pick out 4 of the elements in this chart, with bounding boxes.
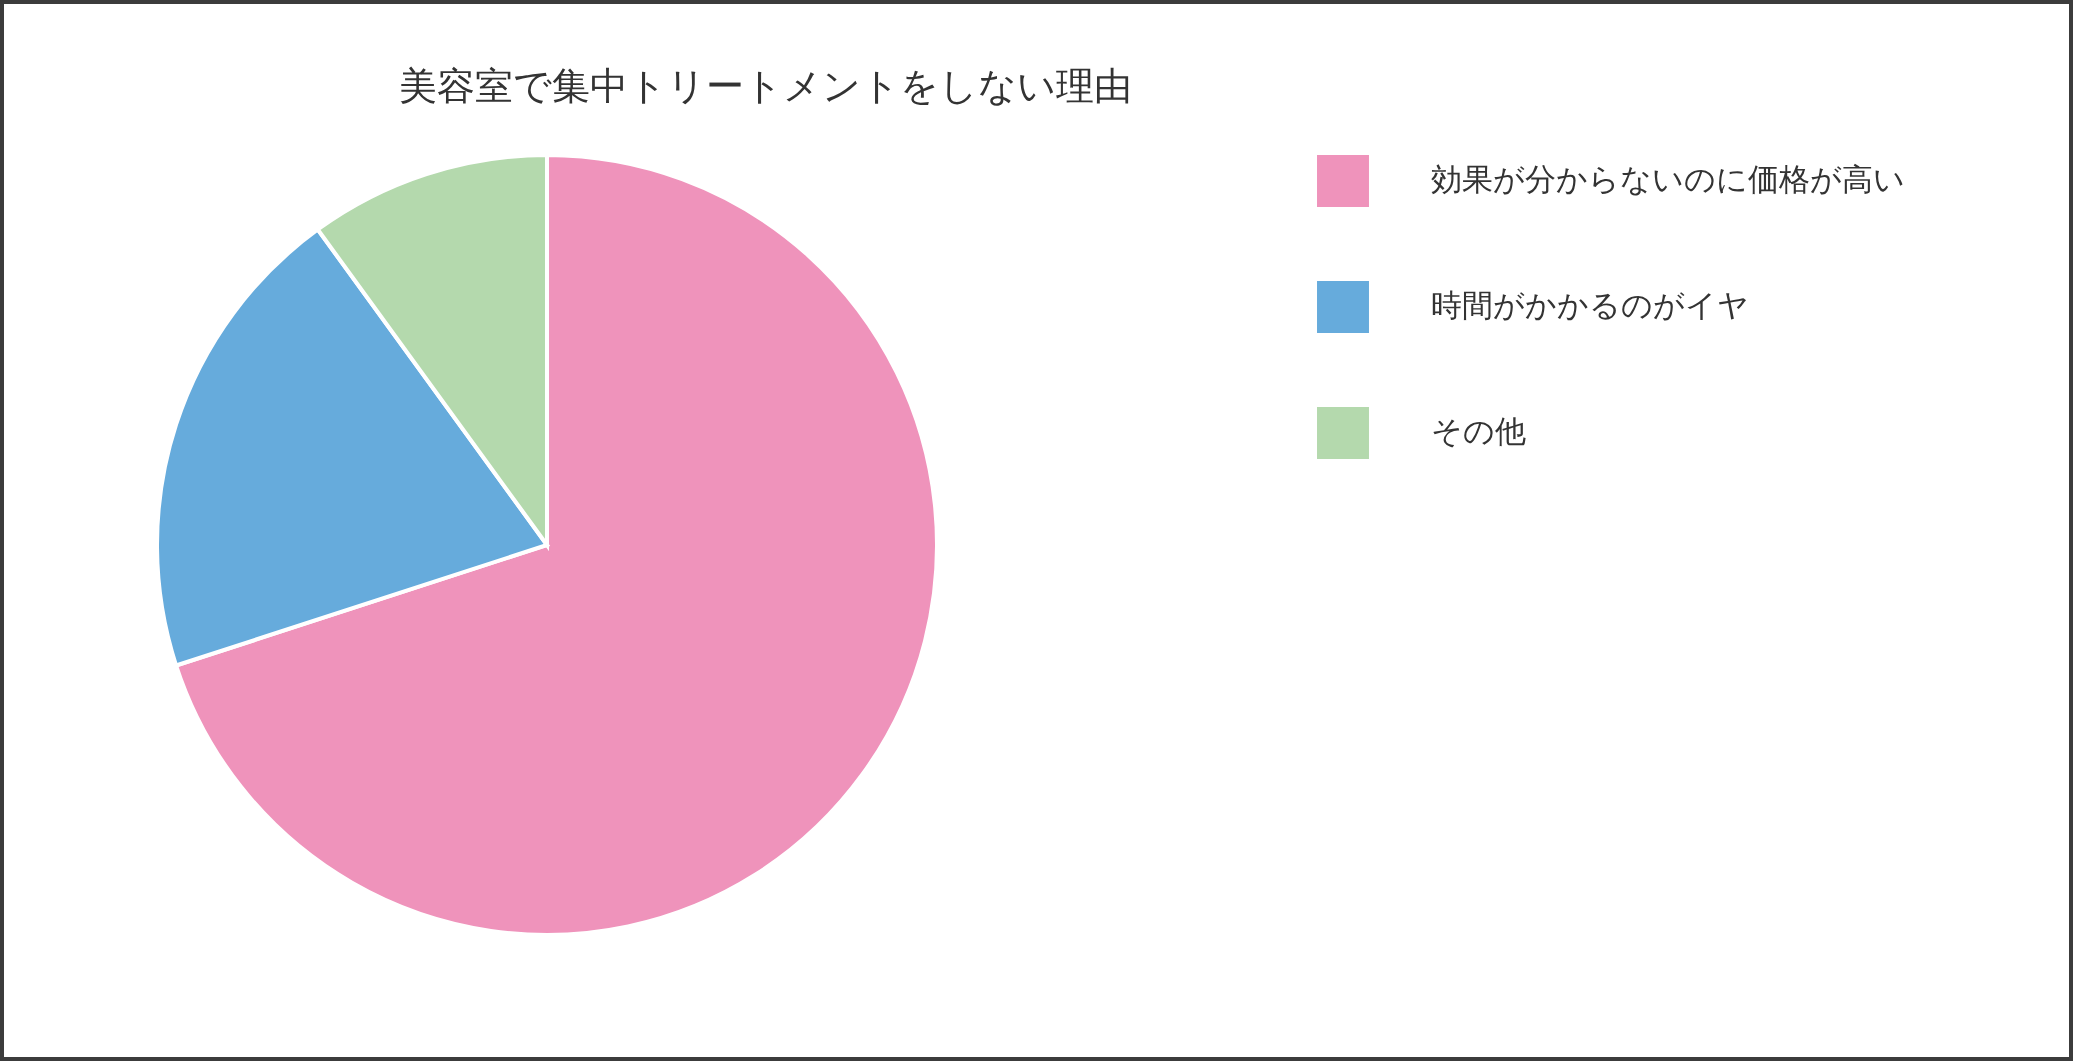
chart-title: 美容室で集中トリートメントをしない理由 [399, 64, 1132, 108]
legend-label: その他 [1431, 413, 1526, 449]
legend-label: 時間がかかるのがイヤ [1431, 287, 1749, 323]
legend-label: 効果が分からないのに価格が高い [1431, 161, 1905, 197]
